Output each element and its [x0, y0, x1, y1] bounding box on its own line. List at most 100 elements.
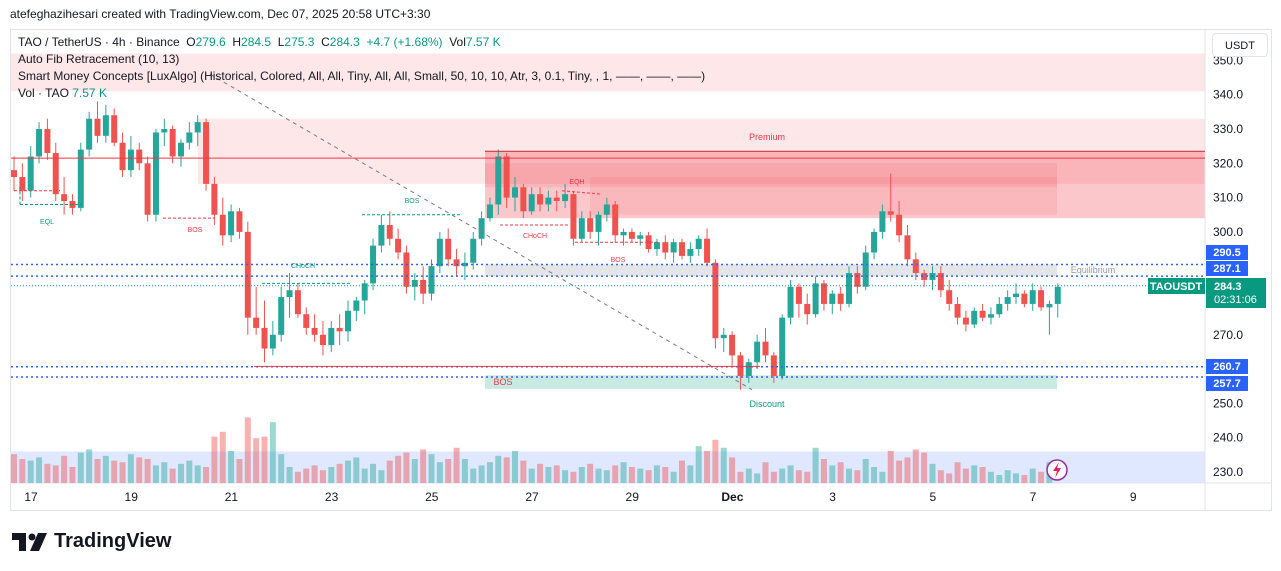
volume-bar [704, 451, 711, 483]
volume-bar [211, 436, 218, 483]
legend-volume-value: 7.57 K [72, 86, 107, 100]
time-tick: 23 [325, 490, 339, 504]
candle-body [954, 303, 961, 318]
candle-body [912, 259, 919, 274]
volume-bar [253, 438, 260, 483]
volume-bar [528, 468, 535, 483]
volume-bar [319, 470, 326, 483]
candle-body [820, 283, 827, 304]
candle-body [269, 334, 276, 349]
candle-body [303, 314, 310, 328]
time-tick: 17 [24, 490, 38, 504]
volume-bar [628, 467, 635, 483]
volume-bar [754, 473, 761, 483]
candle-body [428, 266, 435, 294]
time-tick: 3 [829, 490, 836, 504]
volume-bar [1004, 470, 1011, 483]
candle-body [829, 293, 836, 304]
volume-bar [537, 463, 544, 483]
price-label-level-d: 257.7 [1206, 376, 1248, 391]
volume-bar [486, 462, 493, 483]
volume-bar [804, 471, 811, 483]
equilibrium-zone [485, 264, 1057, 277]
candle-body [361, 283, 368, 301]
price-tick: 240.0 [1213, 431, 1243, 445]
chart-legend: TAO / TetherUS · 4h · Binance O279.6 H28… [18, 34, 705, 102]
legend-c-label: C [321, 35, 330, 49]
volume-bar [595, 468, 602, 483]
volume-bar [829, 465, 836, 483]
candle-body [353, 300, 360, 311]
volume-bar [996, 475, 1003, 483]
volume-bar [720, 447, 727, 483]
candle-body [937, 273, 944, 291]
volume-bar [837, 462, 844, 483]
volume-bar [553, 465, 560, 483]
trend-line [209, 73, 753, 391]
volume-bar [336, 463, 343, 483]
candle-body [871, 231, 878, 253]
volume-band [11, 451, 1205, 483]
candle-body [1029, 290, 1036, 304]
legend-indicator-smc[interactable]: Smart Money Concepts [LuxAlgo] (Historic… [18, 69, 706, 83]
price-tick: 320.0 [1213, 156, 1243, 170]
volume-bar [345, 460, 351, 483]
volume-bar [44, 463, 51, 483]
candle-body [562, 194, 569, 202]
candle-body [745, 362, 752, 376]
time-tick: 21 [225, 490, 239, 504]
price-tick: 310.0 [1213, 191, 1243, 205]
volume-bar [712, 439, 719, 483]
last-price-label: 284.3 02:31:06 [1206, 278, 1266, 308]
candle-body [595, 214, 602, 232]
lightning-icon[interactable] [1046, 459, 1068, 481]
time-tick: 29 [626, 490, 640, 504]
volume-bar [370, 463, 377, 483]
currency-button[interactable]: USDT [1212, 33, 1268, 57]
candle-body [19, 177, 26, 191]
volume-bar [645, 470, 652, 483]
candle-body [127, 149, 134, 171]
candle-body [854, 273, 861, 287]
candle-body [144, 163, 151, 215]
candle-body [211, 183, 218, 215]
candle-body [662, 242, 669, 253]
volume-bar [294, 471, 301, 483]
candle-body [378, 225, 385, 246]
volume-bar [470, 468, 477, 483]
candle-body [461, 262, 468, 267]
candle-body [637, 235, 644, 239]
volume-bar [987, 471, 994, 483]
candle-body [987, 314, 994, 318]
volume-bar [161, 462, 168, 483]
legend-l-value: 275.3 [284, 35, 315, 49]
tradingview-logo: TradingView [12, 530, 171, 553]
candle-body [495, 156, 502, 205]
candle-body [186, 132, 193, 143]
candlesticks [11, 101, 1061, 390]
candle-body [228, 211, 235, 236]
volume-bar [144, 459, 151, 483]
volume-bar [637, 468, 644, 483]
legend-indicator-fib[interactable]: Auto Fib Retracement (10, 13) [18, 52, 180, 66]
volume-bar [795, 470, 802, 483]
legend-symbol[interactable]: TAO / TetherUS · 4h · Binance [18, 35, 180, 49]
fib-zone-top [11, 53, 1205, 92]
candle-body [587, 218, 594, 232]
candle-body [779, 317, 786, 376]
candle-body [704, 238, 711, 263]
volume-bar [929, 463, 936, 483]
candle-body [1004, 297, 1011, 304]
label-bos-3: BOS [611, 257, 626, 264]
candle-body [578, 218, 585, 239]
volume-bar [921, 452, 928, 483]
price-label-level-a: 290.5 [1206, 245, 1248, 260]
volume-bar [328, 467, 335, 483]
legend-indicator-volume[interactable]: Vol · TAO 7.57 K [18, 85, 705, 102]
volume-bar [562, 470, 569, 483]
volume-bar [779, 468, 786, 483]
volume-bar [77, 452, 84, 483]
chart-frame [10, 29, 1272, 511]
legend-ohlc-row: TAO / TetherUS · 4h · Binance O279.6 H28… [18, 34, 705, 51]
